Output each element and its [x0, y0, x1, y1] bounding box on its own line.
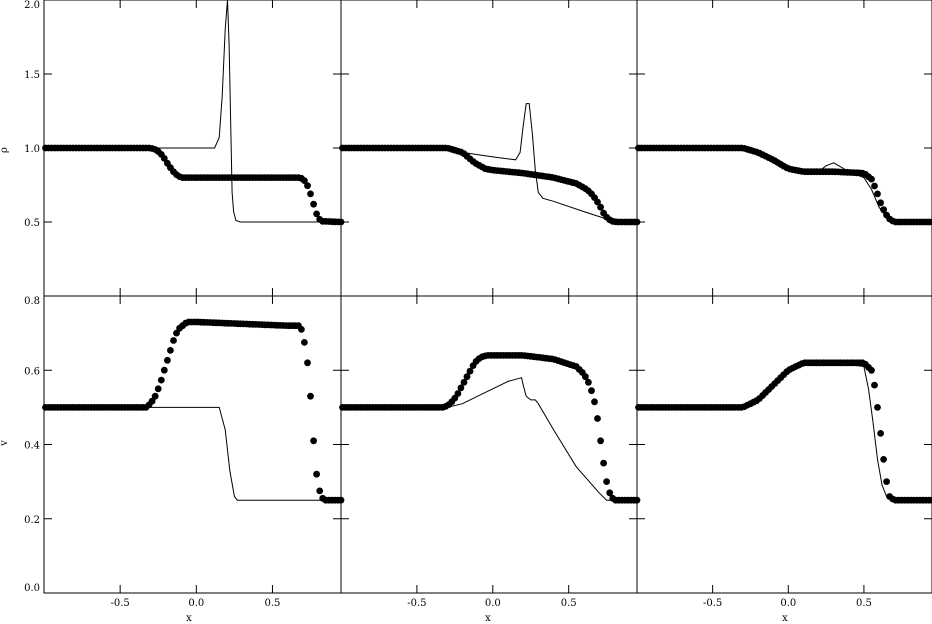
y-tick-label: 0.0	[24, 583, 40, 594]
panel-frame	[43, 295, 342, 594]
data-point	[880, 206, 887, 214]
data-point	[167, 347, 174, 354]
x-tick-label: -0.5	[407, 598, 426, 609]
y-tick-label: 0.8	[24, 296, 40, 307]
panel-r1-c2: -0.5 0.0 0.5	[635, 295, 932, 609]
panel-r1-c0: -0.5 0.0 0.5 0.0 0.2 0.4 0.6 0.8	[24, 295, 345, 609]
y-axis-label-v: v	[0, 440, 10, 447]
data-point	[594, 415, 601, 422]
data-point	[603, 478, 610, 485]
data-point	[606, 489, 614, 497]
data-point	[173, 329, 180, 337]
x-tick-label: 0.5	[856, 598, 872, 609]
data-point	[868, 175, 875, 183]
y-axis-label-rho: ρ	[0, 147, 10, 153]
data-point	[307, 392, 314, 400]
data-point	[310, 437, 317, 445]
data-point	[301, 177, 308, 185]
data-point	[307, 190, 314, 198]
x-axis-label-2: x	[485, 613, 491, 624]
data-point	[466, 367, 474, 375]
y-tick-label: 1.0	[24, 144, 40, 155]
x-tick-label: 0.0	[485, 598, 501, 609]
data-point	[157, 376, 165, 384]
y-tick-label: 0.5	[24, 218, 40, 229]
x-tick-label: 0.0	[780, 598, 796, 609]
data-point	[301, 339, 308, 346]
x-tick-label: 0.5	[561, 598, 577, 609]
data-point	[928, 496, 932, 504]
y-tick-label: 0.2	[24, 515, 40, 526]
data-point	[463, 373, 471, 381]
data-point	[310, 200, 317, 208]
x-tick-label: 0.5	[265, 598, 281, 609]
solid-line-series	[637, 147, 932, 223]
panels: 0.51.01.52.0-0.5 0.0 0.50.00.20.40.60.8-0.…	[24, 0, 932, 609]
panel-r1-c1: -0.5 0.0 0.5	[339, 295, 641, 609]
data-point	[298, 326, 305, 333]
data-point	[591, 398, 598, 406]
data-point	[313, 210, 320, 218]
data-point	[313, 470, 320, 478]
data-point	[304, 359, 311, 367]
data-point	[160, 366, 168, 374]
data-point	[154, 385, 162, 393]
y-tick-label: 0.4	[24, 441, 40, 452]
solid-line-series	[44, 0, 341, 223]
panel-r0-c2	[635, 0, 932, 297]
data-point	[594, 198, 601, 206]
panel-frame	[636, 295, 932, 594]
solid-line-series	[341, 377, 637, 501]
panel-r0-c1	[339, 0, 641, 297]
data-point	[148, 397, 156, 405]
data-point	[454, 390, 462, 397]
data-point	[883, 478, 890, 485]
data-point	[597, 437, 604, 445]
solid-line-series	[341, 103, 637, 223]
data-point	[585, 378, 592, 386]
x-tick-label: -0.5	[111, 598, 130, 609]
data-point	[316, 487, 324, 495]
data-point	[868, 366, 875, 374]
x-axis-label-3: x	[782, 613, 788, 624]
data-point	[304, 182, 311, 190]
data-point	[160, 155, 168, 162]
data-point	[588, 387, 595, 395]
solid-line-series	[44, 406, 341, 501]
data-point	[164, 356, 171, 364]
x-tick-label: -0.5	[703, 598, 722, 609]
panel-frame	[340, 295, 638, 594]
data-point	[460, 378, 468, 386]
data-point	[874, 190, 881, 198]
y-tick-label: 0.6	[24, 366, 40, 377]
data-point	[877, 199, 884, 207]
y-tick-label: 2.0	[24, 0, 40, 11]
data-point	[928, 218, 932, 226]
y-tick-label: 1.5	[24, 70, 40, 81]
data-point	[457, 384, 465, 392]
data-point	[600, 459, 607, 467]
data-point	[170, 337, 177, 344]
data-point	[582, 373, 589, 381]
data-point	[871, 182, 878, 190]
data-point	[871, 381, 878, 389]
data-point	[880, 456, 887, 463]
x-axis-label-1: x	[186, 613, 192, 624]
data-point	[151, 392, 159, 400]
data-point	[874, 404, 881, 411]
data-point	[597, 203, 604, 211]
data-point	[877, 430, 884, 437]
panel-r0-c0: 0.5 1.0 1.5 2.0	[24, 0, 345, 297]
x-tick-label: 0.0	[188, 598, 204, 609]
